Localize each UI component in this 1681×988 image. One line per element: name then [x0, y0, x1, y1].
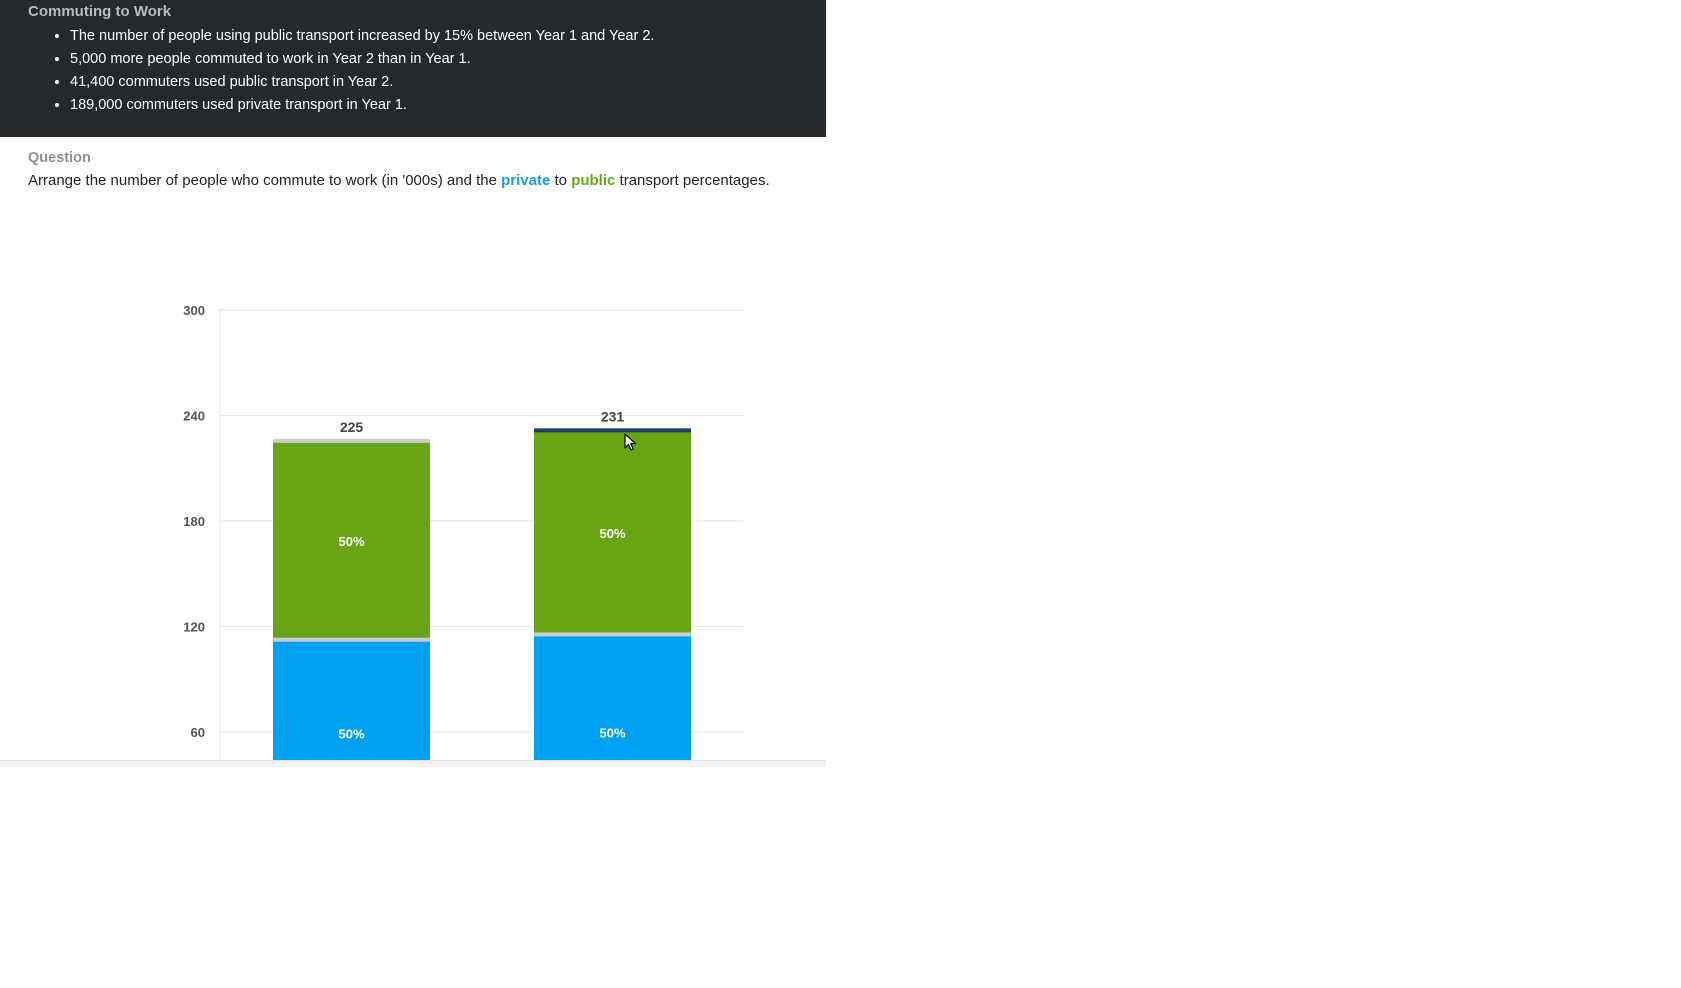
split-drag-handle[interactable]: [273, 637, 430, 642]
y-tick-label: 240: [183, 409, 205, 424]
y-tick-label: 120: [183, 620, 205, 635]
y-tick-label: 300: [183, 303, 205, 318]
y-tick-label: 60: [191, 725, 205, 740]
private-bar-segment: [273, 639, 430, 760]
facts-list: The number of people using public transp…: [42, 25, 654, 117]
bar-total-label: 225: [340, 419, 364, 435]
private-bar-segment: [534, 634, 691, 760]
private-percent-label: 50%: [599, 725, 625, 740]
split-drag-handle[interactable]: [534, 632, 691, 637]
fact-item: The number of people using public transp…: [70, 25, 654, 48]
fact-item: 189,000 commuters used private transport…: [70, 94, 654, 117]
mouse-pointer-icon: [624, 433, 637, 451]
private-percent-label: 50%: [338, 727, 364, 742]
question-connector: to: [550, 172, 572, 189]
keyword-public: public: [571, 172, 616, 189]
keyword-private: private: [501, 172, 551, 189]
info-title: Commuting to Work: [28, 3, 172, 20]
stacked-bar-chart: 60 120 180 240 300 225 50% 50% 231 50% 50%: [183, 303, 743, 760]
question-text-before: Arrange the number of people who commute…: [28, 172, 502, 189]
public-percent-label: 50%: [338, 534, 364, 549]
question-label: Question: [28, 150, 91, 166]
question-text: Arrange the number of people who commute…: [28, 172, 770, 189]
y-tick-label: 180: [183, 514, 205, 529]
public-bar-segment: [273, 441, 430, 640]
total-drag-handle[interactable]: [534, 428, 691, 433]
total-drag-handle[interactable]: [273, 438, 430, 443]
public-percent-label: 50%: [599, 526, 625, 541]
question-text-after: transport percentages.: [615, 172, 770, 189]
public-bar-segment: [534, 431, 691, 635]
bar-total-label: 231: [601, 408, 625, 424]
fact-item: 5,000 more people commuted to work in Ye…: [70, 48, 654, 71]
divider: [0, 760, 826, 767]
fact-item: 41,400 commuters used public transport i…: [70, 71, 654, 94]
info-panel: Commuting to Work The number of people u…: [0, 0, 826, 137]
